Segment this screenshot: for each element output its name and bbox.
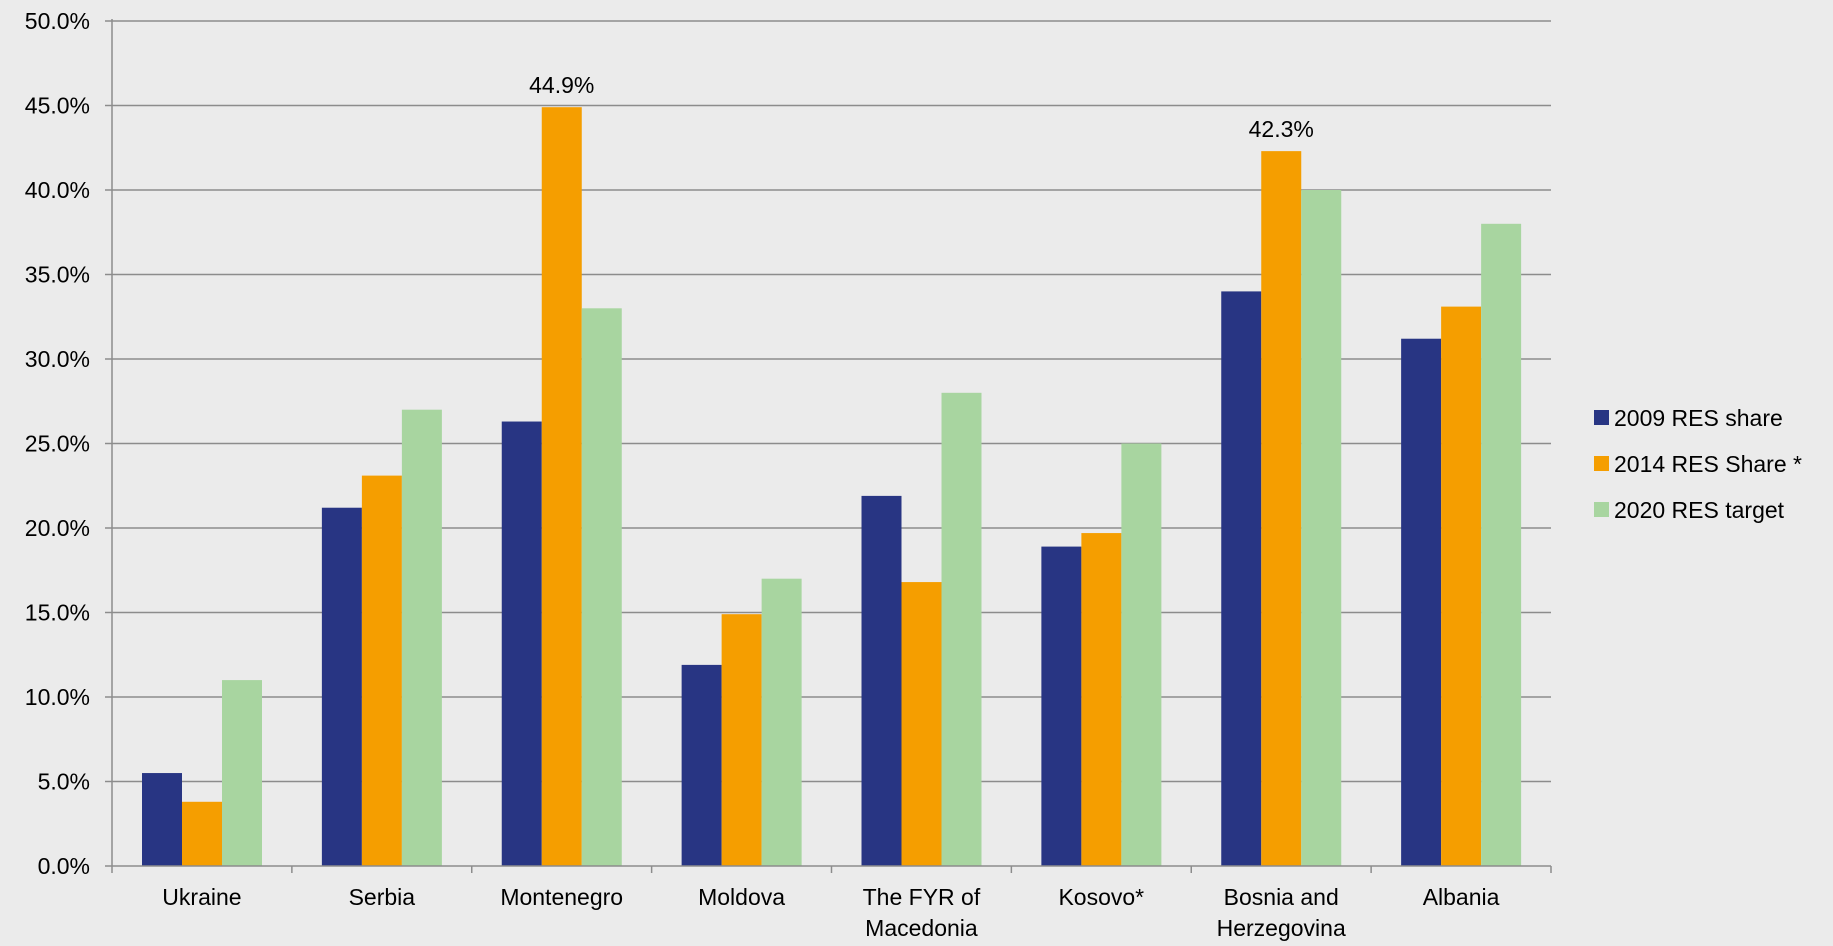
legend-swatch-3 [1594, 502, 1609, 517]
bar-kosovo--series-3 [1121, 443, 1162, 866]
bar-moldova-series-1 [681, 664, 722, 866]
x-tick-label-line: Ukraine [162, 884, 241, 910]
data-label: 42.3% [1249, 116, 1314, 142]
y-tick-label: 45.0% [25, 93, 90, 119]
y-tick-label: 40.0% [25, 177, 90, 203]
x-tick-label: Bosnia and Herzegovina [1217, 884, 1346, 941]
bar-montenegro-series-2 [541, 107, 582, 866]
y-tick-label: 15.0% [25, 600, 90, 626]
bar-montenegro-series-3 [581, 308, 622, 866]
x-tick-label: The FYR of Macedonia [863, 884, 981, 941]
x-tick-label-line: Serbia [349, 884, 416, 910]
x-tick-label-line: The FYR of [863, 884, 981, 910]
bar-montenegro-series-1 [501, 421, 542, 866]
bar-ukraine-series-3 [222, 680, 262, 866]
legend-swatch-1 [1594, 410, 1609, 425]
y-tick-label: 30.0% [25, 346, 90, 372]
axes [105, 19, 1552, 873]
bar-moldova-series-2 [721, 614, 762, 866]
bar-albania-series-3 [1481, 223, 1522, 867]
bar-bosnia-and-herzegovina-series-1 [1221, 291, 1262, 866]
bar-bosnia-and-herzegovina-series-2 [1261, 151, 1302, 866]
bars [142, 107, 1522, 867]
legend-label-2: 2014 RES Share * [1614, 451, 1802, 477]
bar-ukraine-series-2 [182, 801, 222, 866]
bar-serbia-series-2 [361, 475, 402, 866]
y-tick-label: 25.0% [25, 431, 90, 457]
bar-albania-series-1 [1401, 338, 1442, 867]
data-labels: 44.9% 42.3% [529, 72, 1314, 142]
bar-kosovo--series-1 [1041, 546, 1082, 866]
y-tick-label: 0.0% [38, 853, 90, 879]
bar-albania-series-2 [1441, 306, 1482, 866]
bar-the-fyr-of-macedonia-series-3 [941, 392, 982, 866]
data-label: 44.9% [529, 72, 594, 98]
x-tick-label-line: Moldova [698, 884, 785, 910]
x-tick-label: Serbia [349, 884, 416, 910]
y-tick-label: 10.0% [25, 684, 90, 710]
bar-serbia-series-3 [401, 409, 442, 866]
bar-bosnia-and-herzegovina-series-3 [1301, 190, 1342, 866]
y-tick-label: 5.0% [38, 769, 90, 795]
y-tick-label: 35.0% [25, 262, 90, 288]
x-tick-label-line: Bosnia and [1224, 884, 1339, 910]
y-tick-label: 50.0% [25, 8, 90, 34]
y-tick-labels: 0.0% 5.0% 10.0% 15.0% 20.0% 25.0% 30.0% 35.0% 40… [25, 8, 90, 879]
x-tick-label-line: Montenegro [500, 884, 623, 910]
legend: 2009 RES share 2014 RES Share * 2020 RES t… [1594, 405, 1802, 523]
x-tick-label: Kosovo* [1058, 884, 1144, 910]
x-tick-label: Ukraine [162, 884, 241, 910]
x-tick-label-line: Albania [1423, 884, 1500, 910]
x-tick-label-line: Kosovo* [1058, 884, 1144, 910]
legend-label-3: 2020 RES target [1614, 497, 1785, 523]
bar-moldova-series-3 [761, 578, 802, 866]
legend-swatch-2 [1594, 456, 1609, 471]
bar-serbia-series-1 [321, 507, 362, 866]
bar-the-fyr-of-macedonia-series-2 [901, 582, 942, 866]
bar-kosovo--series-2 [1081, 533, 1122, 866]
x-tick-label: Montenegro [500, 884, 623, 910]
bar-the-fyr-of-macedonia-series-1 [861, 495, 902, 866]
legend-label-1: 2009 RES share [1614, 405, 1783, 431]
x-tick-label: Moldova [698, 884, 785, 910]
bar-ukraine-series-1 [142, 773, 182, 866]
y-tick-label: 20.0% [25, 515, 90, 541]
x-tick-labels: Ukraine Serbia Montenegro Moldova The FYR of… [162, 884, 1499, 941]
x-tick-label: Albania [1423, 884, 1500, 910]
x-tick-label-line: Herzegovina [1217, 915, 1346, 941]
x-tick-label-line: Macedonia [865, 915, 978, 941]
